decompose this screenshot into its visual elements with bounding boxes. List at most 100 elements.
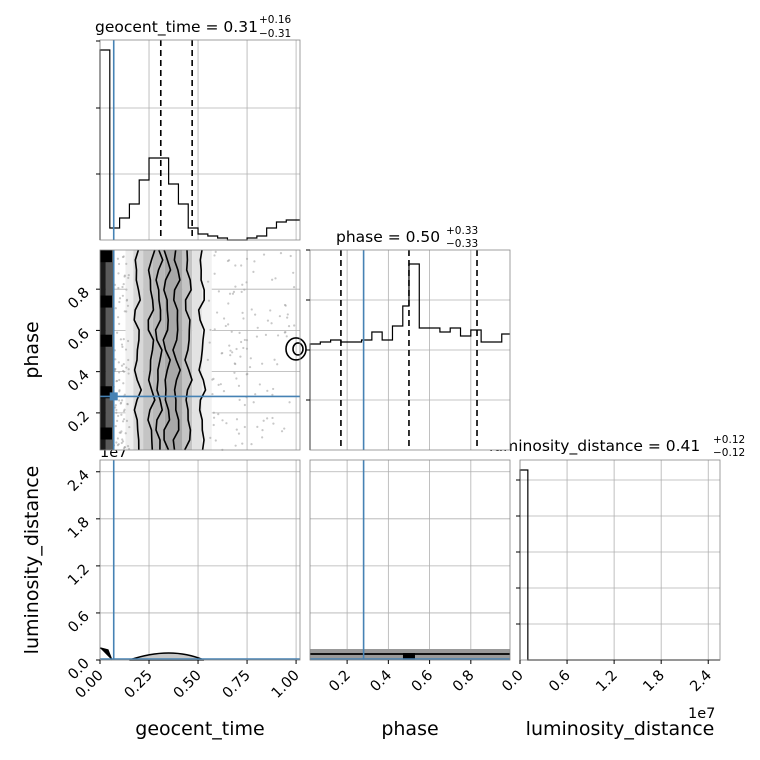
- scatter-point: [224, 324, 227, 328]
- scatter-point: [235, 377, 238, 380]
- scatter-point: [252, 270, 255, 273]
- scatter-point: [123, 274, 127, 277]
- density-block: [100, 334, 112, 347]
- scatter-point: [123, 445, 126, 449]
- scatter-point: [215, 311, 219, 314]
- contour-blob: [292, 342, 304, 356]
- scatter-point: [229, 354, 232, 357]
- scatter-point: [271, 416, 274, 420]
- scatter-point: [126, 339, 130, 343]
- scatter-point: [261, 436, 264, 439]
- title-phase: phase = 0.50: [336, 228, 440, 246]
- scatter-point: [121, 294, 124, 297]
- scatter-point: [286, 316, 289, 319]
- scatter-point: [262, 419, 265, 422]
- scatter-point: [125, 366, 128, 369]
- density-block: [100, 295, 112, 308]
- scatter-point: [235, 418, 239, 421]
- title-geocent-time: geocent_time = 0.31: [95, 18, 258, 37]
- scatter-point: [114, 425, 117, 428]
- scatter-point: [261, 429, 264, 432]
- scatter-point: [114, 404, 117, 407]
- title-phase-plus: +0.33: [446, 225, 478, 237]
- scatter-point: [226, 259, 230, 263]
- scatter-point: [217, 413, 220, 416]
- scatter-phase-geocent-time-panel: [99, 249, 307, 451]
- scatter-point: [222, 390, 226, 393]
- hist-geocent-time-panel: [96, 39, 301, 241]
- scatter-point: [118, 399, 121, 402]
- scatter-point: [266, 417, 269, 420]
- scatter-point: [128, 425, 131, 429]
- scatter-point: [292, 271, 295, 274]
- scatter-point: [120, 401, 123, 404]
- scatter-point: [127, 447, 131, 451]
- scatter-point: [208, 341, 211, 344]
- scatter-point: [214, 439, 217, 442]
- scatter-point: [219, 383, 222, 386]
- density-column: [133, 250, 144, 450]
- y-luminosity-distance-tick-label: 0.6: [65, 608, 93, 636]
- scatter-point: [120, 364, 124, 367]
- x-phase-tick-label: 0.8: [450, 668, 478, 696]
- scatter-point: [213, 254, 216, 257]
- density-block: [402, 653, 415, 660]
- scatter-point: [122, 282, 125, 286]
- scatter-point: [279, 252, 283, 255]
- title-luminosity-distance-plus: +0.12: [713, 434, 745, 446]
- scatter-point: [220, 352, 223, 355]
- scatter-point: [116, 419, 119, 422]
- scatter-point: [234, 362, 237, 366]
- title-luminosity-distance: luminosity_distance = 0.41: [489, 437, 700, 456]
- x-luminosity-distance-tick-label: 0.6: [546, 668, 574, 696]
- scatter-point: [276, 334, 280, 337]
- scatter-point: [125, 262, 128, 265]
- scatter-point: [248, 365, 252, 369]
- scatter-point: [234, 264, 237, 267]
- scatter-point: [211, 392, 214, 396]
- scatter-point: [117, 262, 121, 266]
- scatter-point: [209, 436, 212, 439]
- scatter-point: [120, 343, 124, 346]
- density-column: [143, 250, 153, 450]
- scatter-point: [122, 255, 125, 258]
- scatter-point: [229, 349, 232, 352]
- x-phase-tick-label: 0.2: [326, 668, 354, 696]
- scatter-point: [245, 257, 249, 260]
- scatter-point: [283, 427, 286, 430]
- hist-luminosity-distance-panel-frame: [519, 459, 721, 661]
- scatter-point: [114, 358, 117, 361]
- scatter-point: [228, 292, 232, 295]
- x-luminosity-distance-tick-label: 2.4: [687, 668, 715, 696]
- scatter-point: [124, 432, 127, 435]
- scatter-point: [231, 292, 235, 295]
- scatter-point: [116, 437, 119, 440]
- scatter-point: [127, 372, 130, 375]
- scatter-point: [234, 285, 237, 288]
- hist-geocent-time-panel-background: [100, 40, 300, 240]
- scatter-point: [264, 333, 268, 337]
- scatter-point: [241, 442, 244, 445]
- scatter-point: [214, 250, 217, 253]
- scatter-point: [211, 378, 214, 381]
- scatter-point: [256, 425, 259, 429]
- scatter-point: [120, 430, 123, 433]
- scatter-point: [252, 401, 255, 404]
- scatter-point: [122, 382, 125, 385]
- x-axis-label-geocent-time: geocent_time: [135, 718, 264, 740]
- scatter-point: [217, 290, 220, 293]
- title-luminosity-distance-minus: −0.12: [713, 447, 745, 459]
- scatter-point: [249, 357, 252, 360]
- scatter-point: [235, 347, 238, 351]
- scatter-point: [250, 443, 253, 446]
- x-luminosity-distance-tick-label: 1.2: [593, 668, 621, 696]
- scatter-point: [258, 383, 261, 386]
- scatter-point: [213, 328, 216, 331]
- scatter-point: [250, 308, 253, 311]
- y-phase-tick-label: 0.6: [65, 326, 93, 354]
- density-column: [105, 250, 114, 450]
- contour-line: [197, 249, 207, 451]
- hist-geocent-time-panel-frame: [99, 39, 301, 241]
- hist-geocent-time-histogram-step: [99, 49, 300, 241]
- plot-layer: 0.00 0.25 0.50 0.75 1.00 0.2 0.4 0.6 0.8 0.0 0.6 1.…: [65, 39, 721, 702]
